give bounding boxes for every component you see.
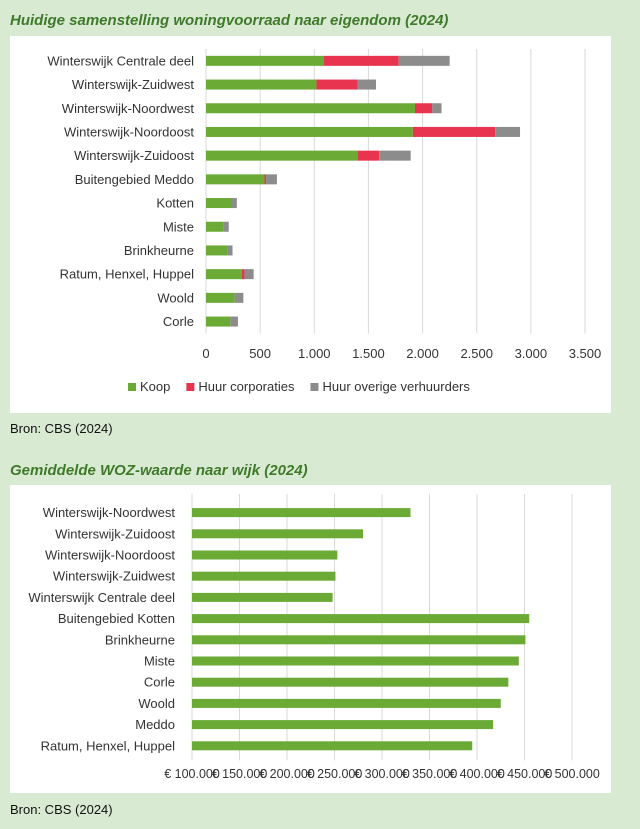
bar-segment — [206, 269, 242, 280]
bar-segment — [244, 269, 254, 280]
category-label: Winterswijk-Zuidoost — [55, 526, 175, 541]
x-tick-label: 2.500 — [460, 346, 493, 361]
x-tick-label: 500 — [249, 346, 271, 361]
bar — [192, 720, 494, 730]
category-label: Woold — [138, 696, 175, 711]
bar-segment — [412, 126, 496, 137]
bar — [192, 592, 333, 602]
bar — [192, 698, 501, 708]
chart1-panel: 0 500 1.000 1.500 2.000 2.500 3.000 3.500 Winter… — [10, 36, 611, 413]
category-label: Ratum, Henxel, Huppel — [41, 738, 176, 753]
x-tick-label: € 300.000 — [354, 767, 410, 781]
bar-segment — [206, 292, 235, 303]
bar-segment — [324, 55, 399, 66]
legend-label: Huur corporaties — [198, 379, 295, 394]
bar-segment — [206, 221, 224, 232]
category-label: Winterswijk-Zuidwest — [72, 77, 194, 92]
bar-chart: € 100.000€ 150.000€ 200.000€ 250.000€ 30… — [28, 494, 600, 781]
bar-segment — [357, 150, 380, 161]
bar-segment — [432, 103, 442, 114]
bar-segment — [206, 174, 265, 185]
x-tick-label: € 350.000 — [402, 767, 458, 781]
bar-segment — [231, 198, 237, 209]
x-tick-label: € 150.000 — [212, 767, 268, 781]
x-tick-label: 0 — [202, 346, 209, 361]
category-label: Buitengebied Meddo — [75, 172, 194, 187]
chart1-source: Bron: CBS (2024) — [10, 421, 113, 436]
category-label: Winterswijk Centrale deel — [47, 53, 194, 68]
bar-segment — [206, 79, 317, 90]
x-tick-label: € 250.000 — [307, 767, 363, 781]
bar — [192, 614, 530, 624]
category-label: Winterswijk-Zuidoost — [74, 148, 194, 163]
bar-segment — [206, 316, 231, 327]
category-label: Kotten — [156, 196, 194, 211]
bar-segment — [234, 292, 244, 303]
category-label: Brinkheurne — [105, 632, 175, 647]
bar — [192, 571, 336, 581]
chart2-panel: € 100.000 € 150.000 € 200.000 € 250.000 € 30… — [10, 485, 611, 793]
bar — [192, 635, 526, 645]
x-tick-label: € 500.000 — [544, 767, 600, 781]
bar-segment — [379, 150, 411, 161]
x-tick-label: 1.000 — [298, 346, 331, 361]
x-tick-label: 3.500 — [569, 346, 602, 361]
bar-segment — [316, 79, 358, 90]
bar-segment — [264, 174, 267, 185]
bar-segment — [357, 79, 377, 90]
category-label: Buitengebied Kotten — [58, 611, 175, 626]
x-tick-label: € 200.000 — [259, 767, 315, 781]
bar — [192, 508, 411, 518]
bar — [192, 741, 473, 751]
category-label: Miste — [144, 654, 175, 669]
bar-segment — [206, 150, 358, 161]
bar — [192, 656, 519, 666]
bar-segment — [241, 269, 245, 280]
x-tick-label: € 400.000 — [449, 767, 505, 781]
category-label: Miste — [163, 219, 194, 234]
bar-segment — [206, 198, 232, 209]
legend-swatch — [186, 383, 195, 391]
bar-segment — [206, 245, 228, 256]
chart2-source: Bron: CBS (2024) — [10, 802, 113, 817]
x-tick-label: € 450.000 — [497, 767, 553, 781]
legend-label: Huur overige verhuurders — [322, 379, 470, 394]
category-label: Woold — [157, 290, 194, 305]
bar — [192, 677, 509, 687]
category-label: Winterswijk Centrale deel — [28, 590, 175, 605]
category-label: Corle — [163, 314, 194, 329]
x-tick-label: 1.500 — [352, 346, 385, 361]
category-label: Winterswijk-Noordwest — [43, 505, 176, 520]
category-label: Winterswijk-Zuidwest — [53, 569, 175, 584]
bar-segment — [414, 103, 433, 114]
bar-segment — [223, 221, 229, 232]
bar — [192, 529, 363, 539]
x-tick-label: 3.000 — [515, 346, 548, 361]
chart1-title: Huidige samenstelling woningvoorraad naa… — [10, 12, 449, 29]
x-tick-label: € 100.000 — [164, 767, 220, 781]
x-tick-label: 2.000 — [406, 346, 439, 361]
bar-segment — [206, 103, 415, 114]
legend-label: Koop — [140, 379, 170, 394]
bar-segment — [206, 55, 325, 66]
bar-segment — [495, 126, 521, 137]
category-label: Brinkheurne — [124, 243, 194, 258]
category-label: Meddo — [135, 717, 175, 732]
category-label: Winterswijk-Noordwest — [62, 101, 195, 116]
bar-segment — [227, 245, 233, 256]
chart2-title: Gemiddelde WOZ-waarde naar wijk (2024) — [10, 462, 308, 479]
category-label: Ratum, Henxel, Huppel — [60, 267, 195, 282]
category-label: Winterswijk-Noordoost — [64, 124, 194, 139]
bar-segment — [266, 174, 277, 185]
bar-segment — [230, 316, 238, 327]
bar-segment — [398, 55, 450, 66]
stacked-bar-chart: 0 500 1.000 1.500 2.000 2.500 3.000 3.500 Winter… — [47, 49, 602, 394]
legend-swatch — [310, 383, 319, 391]
bar — [192, 550, 338, 560]
legend-swatch — [128, 383, 136, 391]
bar-segment — [206, 126, 413, 137]
category-label: Corle — [144, 675, 175, 690]
category-label: Winterswijk-Noordoost — [45, 548, 175, 563]
